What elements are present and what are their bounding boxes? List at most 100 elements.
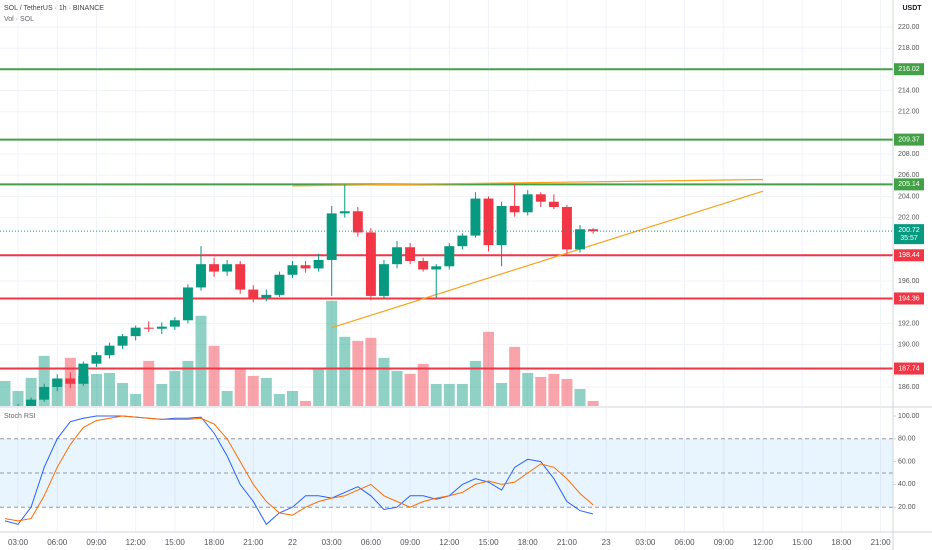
candle-body <box>496 205 507 246</box>
level-label: 205.14 <box>898 181 920 188</box>
y-tick-label: 196.00 <box>898 278 920 285</box>
x-tick-label: 03:00 <box>322 538 343 547</box>
volume-bar <box>104 372 116 406</box>
candle-body <box>91 355 102 364</box>
level-label-box <box>894 362 924 375</box>
volume-bar <box>469 360 481 406</box>
stoch-tick-label: 20.00 <box>898 504 916 511</box>
volume-bar <box>286 390 298 406</box>
x-tick-label: 18:00 <box>204 538 225 547</box>
x-tick-label: 12:00 <box>126 538 147 547</box>
y-tick-label: 190.00 <box>898 341 920 348</box>
y-tick-label: 186.00 <box>898 384 920 391</box>
x-tick-label: 21:00 <box>243 538 264 547</box>
volume-bar <box>77 375 89 406</box>
candle-body <box>548 201 559 208</box>
y-tick-label: 202.00 <box>898 214 920 221</box>
volume-bar <box>273 393 285 406</box>
candle-body <box>169 320 180 327</box>
volume-bar <box>208 345 220 406</box>
candle-body <box>196 264 206 288</box>
x-tick-label: 06:00 <box>47 538 68 547</box>
volume-bar <box>169 370 181 406</box>
volume-bar <box>574 388 586 406</box>
x-tick-label: 09:00 <box>86 538 107 547</box>
volume-bar <box>496 382 508 406</box>
volume-bar <box>0 380 11 406</box>
x-tick-label: 15:00 <box>792 538 813 547</box>
level-label-box <box>894 133 924 146</box>
candle-body <box>235 264 246 290</box>
candle-body <box>261 294 272 299</box>
level-label: 187.74 <box>898 365 920 372</box>
candle-body <box>130 327 141 337</box>
candle-body <box>156 326 167 329</box>
y-tick-label: 220.00 <box>898 24 920 31</box>
volume-bar <box>25 377 37 406</box>
stoch-pane <box>0 408 893 532</box>
volume-bar <box>326 300 338 406</box>
x-tick-label: 15:00 <box>165 538 186 547</box>
stoch-tick-label: 80.00 <box>898 436 916 443</box>
candle-body <box>104 345 115 356</box>
volume-bar <box>51 378 63 406</box>
candle-body <box>392 247 403 265</box>
x-tick-label: 22 <box>288 538 297 547</box>
candle-body <box>561 207 572 250</box>
candle-body <box>117 336 128 346</box>
trend-line <box>331 190 764 329</box>
volume-bar <box>260 377 272 406</box>
volume-bar <box>12 390 24 406</box>
y-tick-label: 204.00 <box>898 193 920 200</box>
volume-bar <box>300 400 312 406</box>
price-pane <box>0 0 893 406</box>
volume-bar <box>430 383 442 406</box>
candle-body <box>535 194 546 202</box>
x-tick-label: 18:00 <box>518 538 539 547</box>
volume-bar <box>90 373 102 406</box>
candle-body <box>444 246 455 267</box>
x-tick-label: 03:00 <box>635 538 656 547</box>
candle-body <box>248 289 259 299</box>
current-price-label: 200.72 <box>898 227 920 234</box>
y-tick-label: 212.00 <box>898 109 920 116</box>
volume-bar <box>548 373 560 406</box>
level-label-box <box>894 292 924 305</box>
x-tick-label: 18:00 <box>831 538 852 547</box>
volume-bar <box>365 337 377 406</box>
candle-body <box>326 213 337 260</box>
candle-body <box>378 264 389 296</box>
candle-body <box>182 287 193 321</box>
x-tick-label: 23 <box>602 538 611 547</box>
countdown: 35:57 <box>900 235 918 242</box>
candle-body <box>431 266 442 270</box>
trend-line <box>292 178 763 187</box>
x-tick-label: 09:00 <box>714 538 735 547</box>
stoch-tick-label: 100.00 <box>898 413 920 420</box>
chart-title: SOL / TetherUS · 1h · BINANCE <box>4 5 104 12</box>
volume-bar <box>561 378 573 406</box>
volume-bar <box>443 383 455 406</box>
x-tick-label: 21:00 <box>557 538 578 547</box>
currency: USDT <box>902 5 922 12</box>
stoch-line <box>4 415 594 522</box>
candle-body <box>522 194 533 213</box>
indicator-title: Stoch RSI <box>4 413 36 420</box>
candle-body <box>26 399 37 406</box>
volume-bar <box>391 370 403 406</box>
x-tick-label: 09:00 <box>400 538 421 547</box>
stoch-tick-label: 40.00 <box>898 481 916 488</box>
volume-bar <box>378 357 390 406</box>
candle-body <box>352 211 363 233</box>
level-label: 194.36 <box>898 295 920 302</box>
candle-body <box>78 363 89 384</box>
y-tick-label: 214.00 <box>898 87 920 94</box>
candle-body <box>313 259 324 269</box>
volume-bar <box>38 355 50 406</box>
volume-bar <box>339 336 351 406</box>
volume-bar <box>130 393 142 406</box>
volume-bar <box>195 315 207 406</box>
